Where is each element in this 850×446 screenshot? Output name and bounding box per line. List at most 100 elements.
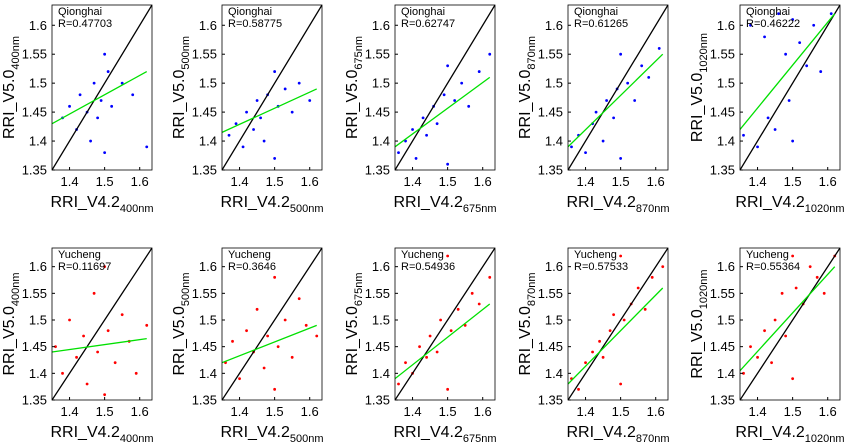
x-axis-label: RRI_V4.2870nm: [566, 194, 669, 215]
point: [103, 151, 107, 155]
point: [273, 157, 277, 160]
x-tick-label: 1.5: [439, 174, 457, 189]
y-label-sub: 675nm: [353, 272, 365, 306]
point: [106, 70, 110, 73]
point: [262, 139, 266, 143]
y-label-sub: 675nm: [353, 36, 365, 70]
point: [262, 366, 266, 370]
plot-frame: [221, 247, 323, 401]
plot-frame: [567, 247, 669, 401]
panel: 1.35 1.4 1.45 1.5 1.55 1.6 1.4 1.5 1.6 QionghaiR=…: [1, 4, 154, 215]
r-label: R=0.57533: [574, 261, 628, 273]
x-label-main: RRI_V4.2: [220, 424, 289, 441]
point: [647, 75, 651, 79]
point: [113, 361, 117, 365]
y-tick-label: 1.6: [199, 18, 217, 33]
y-tick-label: 1.4: [29, 134, 47, 149]
point: [231, 339, 234, 343]
point: [650, 275, 654, 279]
point: [245, 110, 248, 114]
point: [418, 345, 421, 349]
reference-line: [222, 5, 322, 170]
point: [99, 99, 103, 102]
point: [791, 139, 795, 143]
point: [657, 47, 661, 50]
point: [92, 291, 96, 295]
y-label-sub: 870nm: [526, 36, 538, 70]
point: [626, 81, 630, 85]
x-tick-label: 1.4: [231, 404, 249, 419]
x-axis-label: RRI_V4.2675nm: [393, 424, 496, 445]
point: [297, 81, 301, 85]
point: [120, 81, 124, 85]
point: [780, 291, 784, 295]
point: [770, 361, 773, 365]
reference-line: [52, 248, 152, 400]
station-label: Qionghai: [228, 6, 272, 18]
point: [283, 318, 287, 322]
reference-line: [568, 248, 668, 400]
x-label-main: RRI_V4.2: [735, 194, 804, 211]
r-label: R=0.58775: [228, 18, 282, 30]
point: [446, 254, 450, 258]
point: [584, 361, 587, 365]
y-label-main: RRI_V5.0: [517, 70, 534, 139]
point: [756, 355, 759, 359]
plot-area: [568, 5, 668, 170]
reference-line: [740, 248, 840, 400]
panel: 1.35 1.4 1.45 1.5 1.55 1.6 1.4 1.5 1.6 QionghaiR=…: [689, 4, 845, 215]
reference-line: [222, 88, 318, 133]
point: [570, 145, 573, 149]
point: [78, 93, 82, 97]
x-tick-label: 1.5: [266, 174, 284, 189]
plot-area: [395, 5, 495, 170]
point: [414, 157, 418, 160]
x-tick-label: 1.5: [266, 404, 284, 419]
y-tick-label: 1.55: [192, 47, 217, 62]
x-tick-label: 1.6: [647, 174, 665, 189]
plot-area: [740, 248, 840, 400]
point: [591, 350, 594, 354]
point: [749, 23, 752, 27]
y-tick-label: 1.6: [717, 18, 735, 33]
y-axis-label: RRI_V5.0870nm: [517, 36, 538, 139]
y-axis-label: RRI_V5.01020nm: [689, 33, 710, 142]
point: [255, 307, 259, 311]
plot-area: [222, 248, 322, 400]
x-tick-label: 1.4: [231, 174, 249, 189]
r-label: R=0.11697: [58, 261, 111, 273]
y-tick-label: 1.6: [199, 259, 217, 274]
point: [273, 70, 277, 73]
point: [397, 151, 400, 155]
plot-area: [52, 5, 152, 170]
station-label: Yucheng: [401, 249, 444, 261]
y-tick-label: 1.55: [22, 47, 47, 62]
point: [145, 323, 149, 327]
plot-frame: [739, 4, 841, 171]
x-tick-label: 1.6: [131, 174, 149, 189]
point: [470, 291, 474, 295]
reference-line: [222, 248, 322, 400]
point: [68, 318, 71, 322]
panel: 1.35 1.4 1.45 1.5 1.55 1.6 1.4 1.5 1.6 QionghaiR=…: [517, 4, 670, 215]
point: [584, 151, 587, 155]
point: [103, 265, 107, 269]
x-axis-label: RRI_V4.21020nm: [735, 424, 844, 445]
point: [819, 70, 823, 73]
plot-frame: [394, 247, 496, 401]
y-tick-label: 1.55: [710, 47, 735, 62]
y-label-main: RRI_V5.0: [171, 70, 188, 139]
x-label-sub: 870nm: [636, 203, 670, 215]
point: [636, 286, 640, 290]
y-tick-label: 1.5: [717, 313, 735, 328]
point: [488, 275, 492, 279]
point: [456, 307, 460, 311]
y-label-main: RRI_V5.0: [689, 309, 706, 378]
x-label-sub: 400nm: [120, 203, 154, 215]
point: [446, 64, 450, 68]
panel: 1.35 1.4 1.45 1.5 1.55 1.6 1.4 1.5 1.6 YuchengR=0…: [517, 247, 670, 445]
x-label-sub: 675nm: [463, 203, 497, 215]
x-label-main: RRI_V4.2: [50, 194, 119, 211]
point: [259, 116, 262, 120]
